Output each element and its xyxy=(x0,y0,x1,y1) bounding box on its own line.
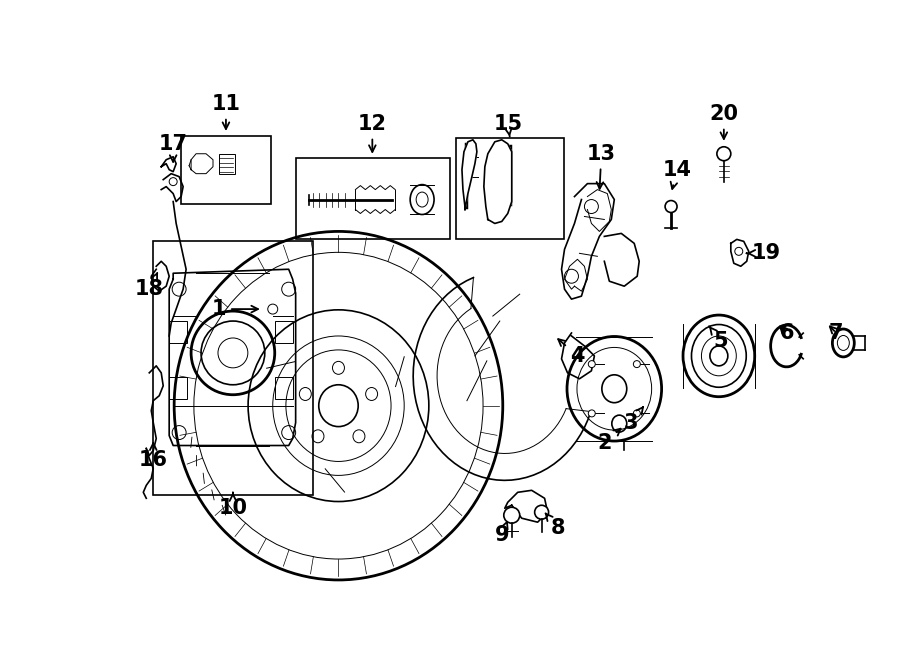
Text: 6: 6 xyxy=(779,323,794,343)
Circle shape xyxy=(665,200,677,212)
Bar xyxy=(274,377,292,399)
Text: 4: 4 xyxy=(558,339,585,366)
Text: 9: 9 xyxy=(494,522,509,545)
Polygon shape xyxy=(462,140,477,210)
Text: 17: 17 xyxy=(158,134,188,162)
Bar xyxy=(274,321,292,343)
Ellipse shape xyxy=(589,361,595,368)
Text: 1: 1 xyxy=(212,299,258,319)
Text: 12: 12 xyxy=(358,114,387,152)
Ellipse shape xyxy=(634,361,640,368)
Polygon shape xyxy=(484,140,512,223)
Bar xyxy=(153,241,312,495)
Text: 7: 7 xyxy=(829,323,843,343)
Text: 8: 8 xyxy=(545,514,565,538)
Text: 16: 16 xyxy=(139,444,167,471)
Text: 18: 18 xyxy=(135,273,164,299)
Text: 13: 13 xyxy=(587,143,616,189)
Circle shape xyxy=(504,507,519,524)
Text: 15: 15 xyxy=(493,114,522,137)
Text: 3: 3 xyxy=(624,407,644,432)
Text: 14: 14 xyxy=(662,160,691,189)
Circle shape xyxy=(535,505,549,519)
Bar xyxy=(169,377,187,399)
Circle shape xyxy=(717,147,731,161)
Text: 2: 2 xyxy=(597,429,621,453)
Bar xyxy=(219,154,235,174)
Bar xyxy=(181,136,271,204)
Bar xyxy=(456,137,563,239)
Bar xyxy=(296,158,450,239)
Text: 5: 5 xyxy=(709,326,728,351)
Text: 11: 11 xyxy=(212,94,240,129)
Text: 19: 19 xyxy=(746,243,781,263)
Bar xyxy=(169,321,187,343)
Text: 20: 20 xyxy=(709,104,738,139)
Text: 10: 10 xyxy=(219,492,248,518)
Ellipse shape xyxy=(589,410,595,417)
Ellipse shape xyxy=(634,410,640,417)
